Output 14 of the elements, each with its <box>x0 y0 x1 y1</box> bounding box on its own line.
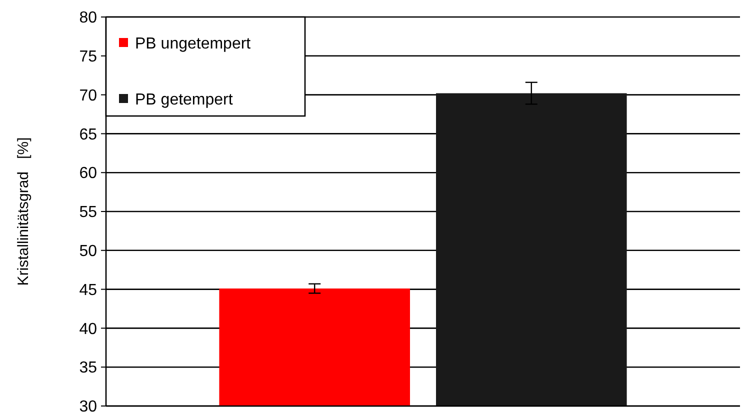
y-tick-label: 40 <box>79 320 98 338</box>
y-tick-label: 30 <box>79 398 98 416</box>
y-tick-label: 35 <box>79 360 98 377</box>
y-tick-label: 55 <box>79 204 98 222</box>
y-tick-label: 60 <box>79 165 98 182</box>
y-tick-label: 80 <box>79 10 98 27</box>
y-tick-label: 50 <box>79 243 98 260</box>
y-tick-label: 70 <box>79 87 98 104</box>
legend-label: PB getempert <box>135 92 234 109</box>
y-tick-label: 65 <box>79 126 98 144</box>
legend-label: PB ungetempert <box>135 36 252 53</box>
y-tick-label: 45 <box>79 282 98 299</box>
y-axis-title: Kristallinitätsgrad [%] <box>15 137 32 286</box>
y-tick-label: 75 <box>79 48 98 66</box>
